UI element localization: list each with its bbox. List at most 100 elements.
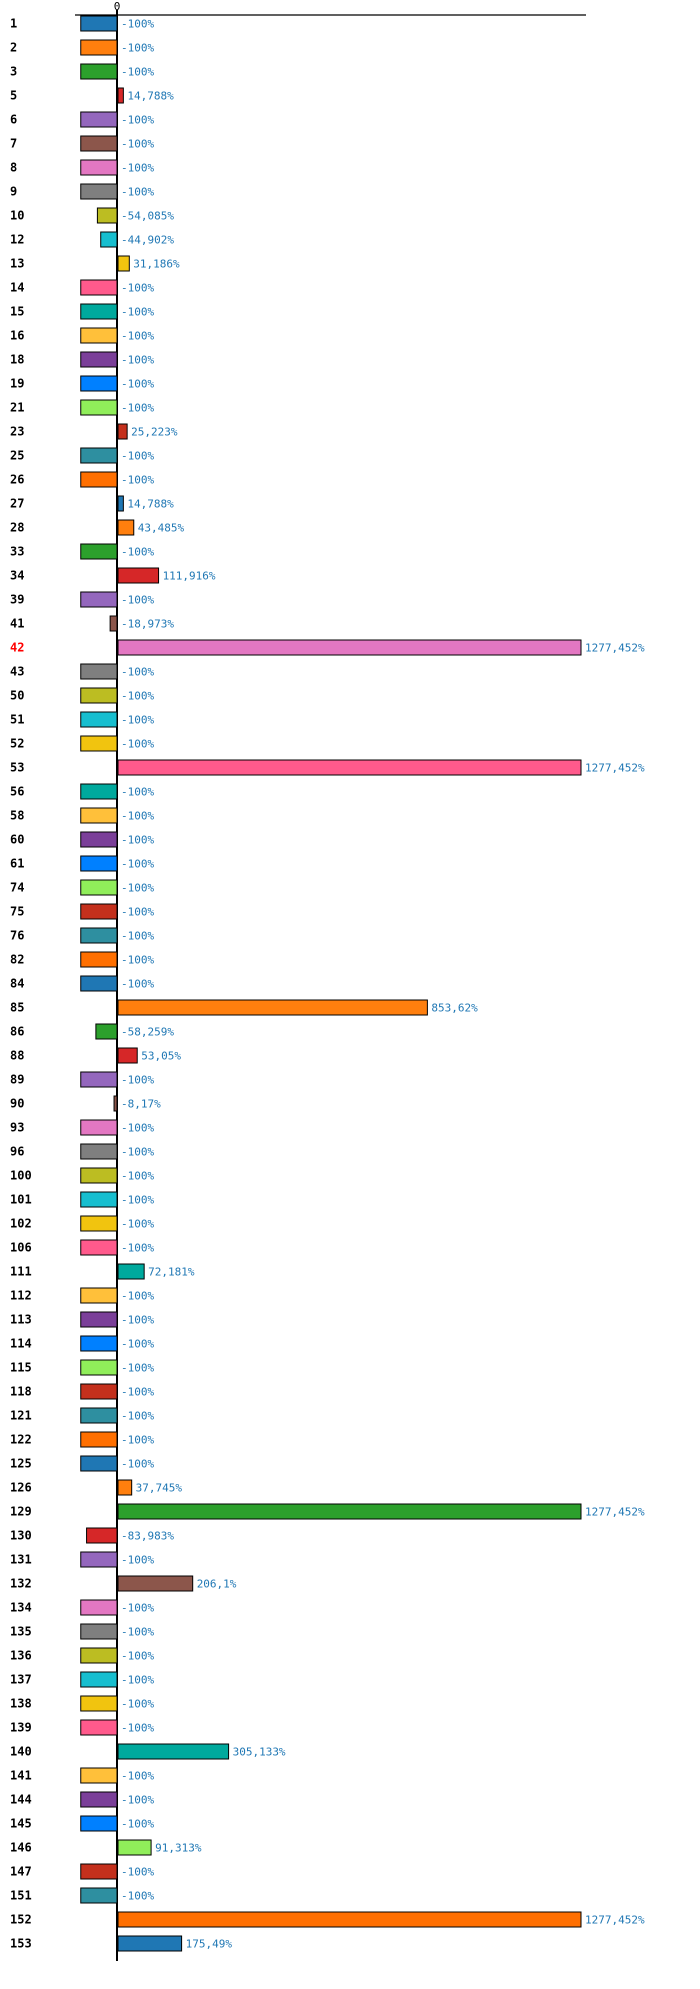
category-label-141: 141: [10, 1769, 32, 1783]
bar-60: [80, 831, 118, 848]
category-label-153: 153: [10, 1937, 32, 1951]
value-label-121: -100%: [121, 1410, 154, 1423]
value-labels-group: -100% -100% -100% 14,788% -100% -100% -100% -10…: [121, 18, 645, 1951]
bar-114: [80, 1335, 118, 1352]
bar-146: [117, 1839, 152, 1856]
value-label-84: -100%: [121, 978, 154, 991]
value-label-144: -100%: [121, 1794, 154, 1807]
category-label-93: 93: [10, 1121, 24, 1135]
x-tick-label-0: 0: [114, 0, 121, 13]
bar-23: [117, 423, 128, 440]
category-label-106: 106: [10, 1241, 32, 1255]
category-label-56: 56: [10, 785, 24, 799]
category-labels-group: 1235678910121314151618192123252627283334…: [10, 17, 32, 1951]
value-label-130: -83,983%: [121, 1530, 174, 1543]
bar-52: [80, 735, 118, 752]
value-label-140: 305,133%: [233, 1746, 286, 1759]
bar-129: [117, 1503, 582, 1520]
category-label-100: 100: [10, 1169, 32, 1183]
category-label-115: 115: [10, 1361, 32, 1375]
value-label-141: -100%: [121, 1770, 154, 1783]
category-label-1: 1: [10, 17, 17, 31]
value-label-13: 31,186%: [133, 258, 180, 271]
bar-126: [117, 1479, 133, 1496]
category-label-114: 114: [10, 1337, 32, 1351]
value-label-122: -100%: [121, 1434, 154, 1447]
category-label-43: 43: [10, 665, 24, 679]
bar-125: [80, 1455, 118, 1472]
value-label-88: 53,05%: [141, 1050, 181, 1063]
bar-111: [117, 1263, 145, 1280]
bar-8: [80, 159, 118, 176]
category-label-60: 60: [10, 833, 24, 847]
category-label-16: 16: [10, 329, 24, 343]
bar-122: [80, 1431, 118, 1448]
bar-74: [80, 879, 118, 896]
value-label-76: -100%: [121, 930, 154, 943]
category-label-129: 129: [10, 1505, 32, 1519]
category-label-147: 147: [10, 1865, 32, 1879]
category-label-135: 135: [10, 1625, 32, 1639]
category-label-13: 13: [10, 257, 24, 271]
value-label-41: -18,973%: [121, 618, 174, 631]
category-label-101: 101: [10, 1193, 32, 1207]
value-label-147: -100%: [121, 1866, 154, 1879]
category-label-15: 15: [10, 305, 24, 319]
value-label-19: -100%: [121, 378, 154, 391]
value-label-138: -100%: [121, 1698, 154, 1711]
category-label-84: 84: [10, 977, 24, 991]
bar-82: [80, 951, 118, 968]
category-label-5: 5: [10, 89, 17, 103]
bar-12: [100, 231, 118, 248]
category-label-52: 52: [10, 737, 24, 751]
value-label-118: -100%: [121, 1386, 154, 1399]
bar-84: [80, 975, 118, 992]
bar-112: [80, 1287, 118, 1304]
bar-43: [80, 663, 118, 680]
value-label-131: -100%: [121, 1554, 154, 1567]
bar-130: [86, 1527, 118, 1544]
category-label-126: 126: [10, 1481, 32, 1495]
value-label-125: -100%: [121, 1458, 154, 1471]
category-label-33: 33: [10, 545, 24, 559]
value-label-1: -100%: [121, 18, 154, 31]
bar-33: [80, 543, 118, 560]
value-label-21: -100%: [121, 402, 154, 415]
category-label-14: 14: [10, 281, 24, 295]
category-label-137: 137: [10, 1673, 32, 1687]
bar-118: [80, 1383, 118, 1400]
category-label-139: 139: [10, 1721, 32, 1735]
value-label-42: 1277,452%: [585, 642, 645, 655]
category-label-88: 88: [10, 1049, 24, 1063]
category-label-90: 90: [10, 1097, 24, 1111]
bar-34: [117, 567, 160, 584]
category-label-111: 111: [10, 1265, 32, 1279]
bar-102: [80, 1215, 118, 1232]
category-label-122: 122: [10, 1433, 32, 1447]
category-label-9: 9: [10, 185, 17, 199]
value-label-139: -100%: [121, 1722, 154, 1735]
value-label-153: 175,49%: [186, 1938, 233, 1951]
category-label-130: 130: [10, 1529, 32, 1543]
value-label-106: -100%: [121, 1242, 154, 1255]
category-label-18: 18: [10, 353, 24, 367]
bar-51: [80, 711, 118, 728]
category-label-8: 8: [10, 161, 17, 175]
category-label-50: 50: [10, 689, 24, 703]
category-label-96: 96: [10, 1145, 24, 1159]
value-label-89: -100%: [121, 1074, 154, 1087]
value-label-74: -100%: [121, 882, 154, 895]
bars-group: [80, 15, 582, 1952]
category-label-82: 82: [10, 953, 24, 967]
value-label-25: -100%: [121, 450, 154, 463]
value-label-129: 1277,452%: [585, 1506, 645, 1519]
category-label-121: 121: [10, 1409, 32, 1423]
value-label-16: -100%: [121, 330, 154, 343]
value-label-60: -100%: [121, 834, 154, 847]
category-label-26: 26: [10, 473, 24, 487]
value-label-58: -100%: [121, 810, 154, 823]
value-label-7: -100%: [121, 138, 154, 151]
category-label-102: 102: [10, 1217, 32, 1231]
value-label-23: 25,223%: [131, 426, 178, 439]
value-label-3: -100%: [121, 66, 154, 79]
